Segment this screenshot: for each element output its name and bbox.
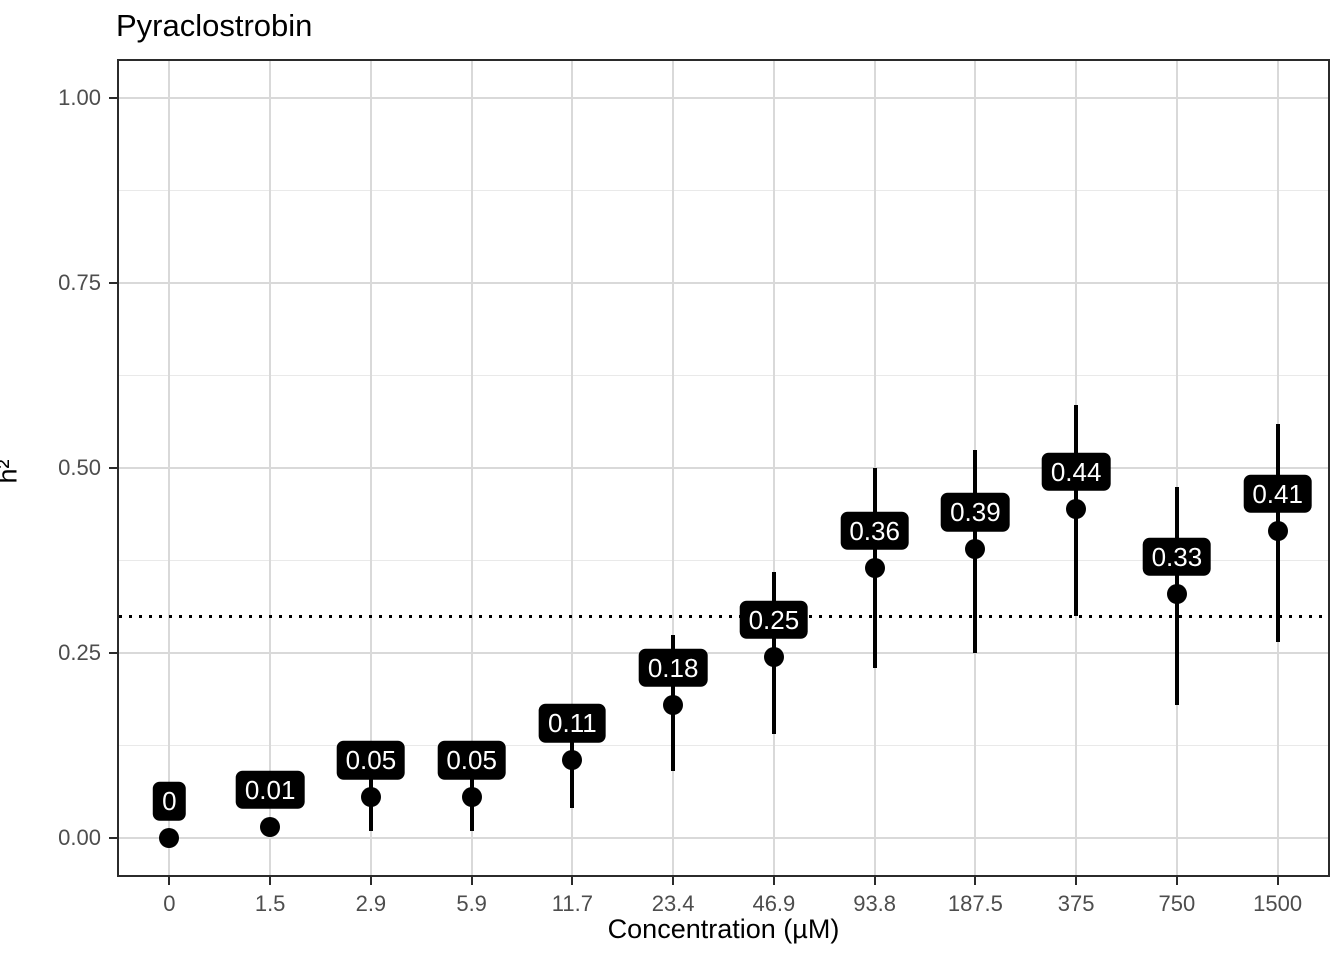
gridline-minor — [119, 189, 1328, 192]
y-axis-tick-label: 0.50 — [58, 455, 101, 480]
value-label: 0.05 — [437, 741, 506, 780]
gridline-vertical — [269, 61, 272, 875]
gridline-vertical — [672, 61, 675, 875]
data-point — [864, 557, 885, 578]
x-axis-tick-label: 2.9 — [355, 891, 387, 916]
x-axis-tick-label: 11.7 — [551, 891, 593, 916]
value-label: 0.39 — [941, 493, 1010, 532]
x-axis-tick-label: 46.9 — [752, 891, 796, 916]
gridline-major — [119, 837, 1328, 839]
x-axis-tick — [269, 877, 272, 885]
plot-panel: 0 0.01 0.05 0.05 0.11 0.18 0.25 0.36 0.39 0.44 0.3… — [117, 59, 1330, 877]
data-point — [360, 787, 381, 808]
gridline-major — [119, 97, 1328, 99]
value-label: 0.41 — [1243, 474, 1312, 514]
data-point — [159, 828, 180, 848]
y-axis-tick-label: 0.25 — [58, 640, 101, 665]
x-axis-tick — [873, 877, 876, 885]
data-point — [1267, 520, 1288, 541]
y-axis-tick — [109, 837, 117, 839]
x-axis-tick-label: 93.8 — [853, 891, 897, 916]
gridline-vertical — [772, 61, 775, 875]
gridline-major — [119, 652, 1328, 654]
x-axis-tick — [369, 877, 372, 885]
x-axis-tick-label: 23.4 — [651, 891, 695, 916]
y-axis-tick-label: 0.75 — [58, 270, 101, 295]
x-axis-tick — [772, 877, 775, 885]
x-axis-tick — [470, 877, 473, 885]
y-axis-tick — [109, 652, 117, 654]
data-point — [562, 750, 583, 771]
gridline-major — [119, 467, 1328, 469]
value-label: 0.33 — [1142, 537, 1212, 577]
value-label: 0.36 — [840, 511, 909, 551]
gridline-minor — [119, 374, 1328, 377]
x-axis-tick-label: 375 — [1057, 891, 1095, 916]
data-point — [1166, 583, 1187, 604]
gridline-vertical — [470, 61, 473, 875]
value-label: 0.05 — [336, 741, 406, 780]
y-axis-tick — [109, 467, 117, 469]
x-axis-tick — [1276, 877, 1279, 885]
plot-title: Pyraclostrobin — [116, 8, 313, 43]
value-label: 0.25 — [739, 600, 809, 639]
x-axis-tick — [168, 877, 171, 885]
gridline-vertical — [168, 61, 171, 875]
y-axis-tick — [109, 282, 117, 284]
x-axis-tick-label: 5.9 — [456, 891, 487, 916]
gridline-vertical — [1175, 61, 1178, 875]
gridline-vertical — [369, 61, 372, 875]
data-point — [1066, 498, 1087, 519]
gridline-minor — [119, 744, 1328, 747]
value-label: 0.11 — [539, 704, 606, 743]
value-label: 0.18 — [638, 648, 708, 688]
data-point — [965, 539, 986, 560]
data-point — [260, 816, 281, 837]
gridline-vertical — [571, 61, 574, 875]
gridline-major — [119, 282, 1328, 284]
x-axis-tick-label: 1.5 — [254, 891, 286, 916]
y-axis-tick — [109, 97, 117, 99]
data-point — [763, 646, 784, 667]
x-axis-title: Concentration (µM) — [607, 914, 840, 944]
x-axis-tick-label: 750 — [1158, 891, 1196, 916]
value-label: 0.01 — [235, 770, 305, 810]
data-point — [461, 787, 482, 808]
x-axis-tick-label: 187.5 — [947, 891, 1003, 916]
value-label: 0.44 — [1041, 452, 1111, 491]
y-axis-tick-label: 1.00 — [58, 85, 101, 110]
x-axis-tick — [672, 877, 675, 885]
value-label: 0 — [153, 781, 186, 821]
x-axis-tick — [974, 877, 977, 885]
x-axis-tick — [1175, 877, 1178, 885]
reference-line — [119, 614, 1328, 618]
x-axis-tick-label: 1500 — [1253, 891, 1303, 916]
gridline-minor — [119, 559, 1328, 562]
x-axis-tick — [571, 877, 574, 885]
y-axis-tick-label: 0.00 — [58, 825, 101, 850]
x-axis-tick-label: 0 — [163, 891, 176, 916]
x-axis-tick — [1075, 877, 1078, 885]
data-point — [663, 694, 684, 715]
